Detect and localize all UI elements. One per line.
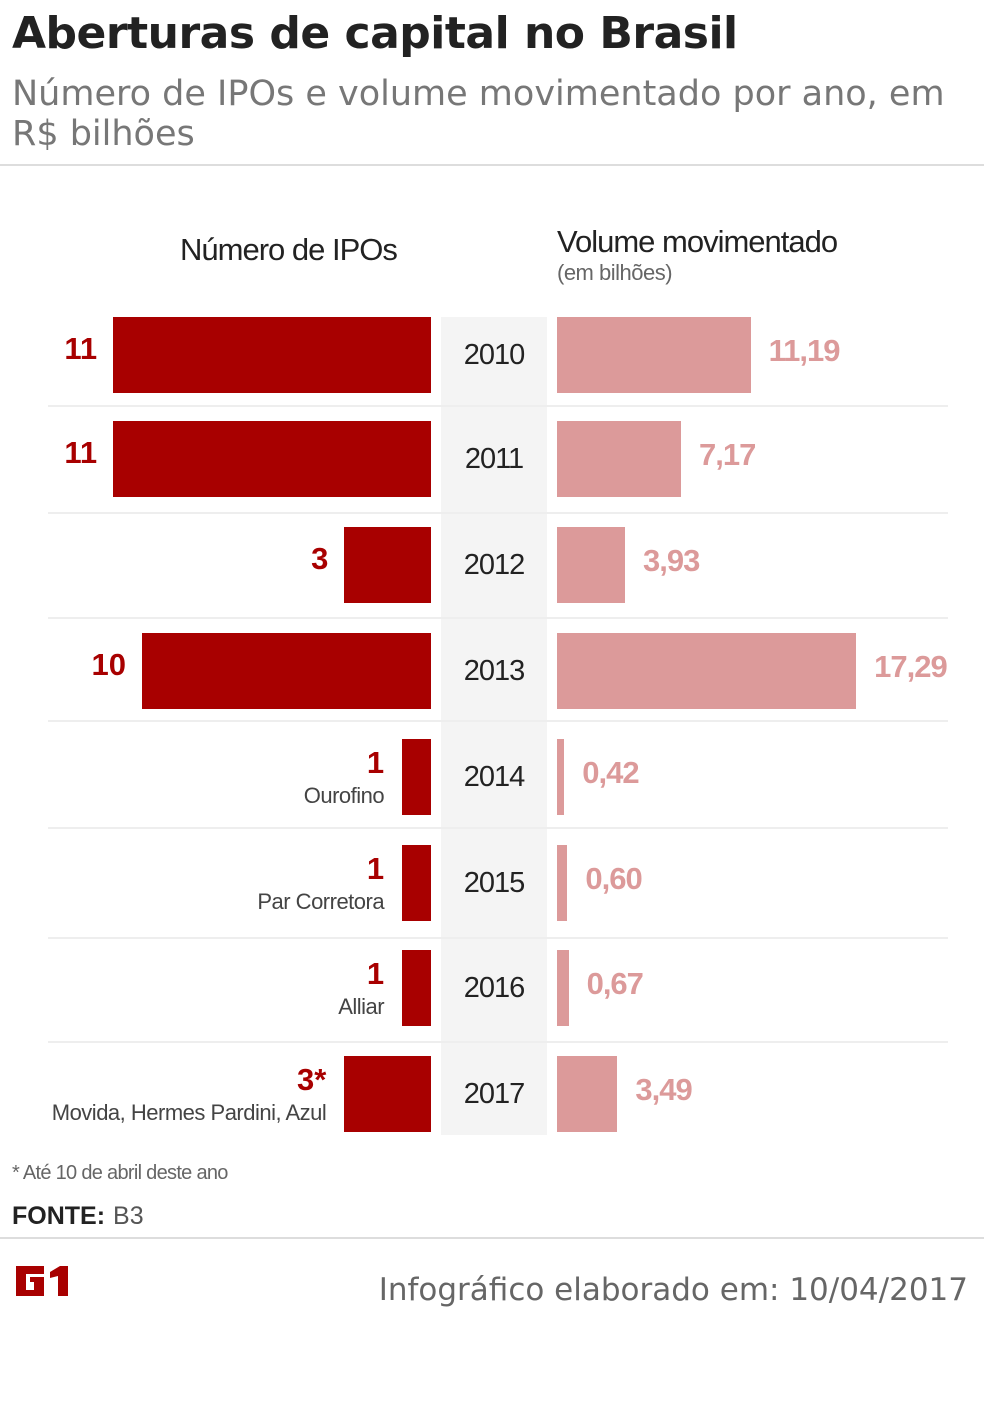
volume-value-label: 0,42: [582, 755, 639, 790]
row-separator: [48, 1041, 948, 1043]
volume-bar: [557, 1056, 618, 1132]
ipo-company-note: Par Corretora: [257, 889, 385, 914]
row-separator: [48, 405, 948, 407]
row-separator: [48, 720, 948, 722]
ipo-value-label: 10: [91, 647, 126, 682]
footnote: * Até 10 de abril deste ano: [12, 1162, 228, 1184]
ipo-company-note: Alliar: [338, 994, 385, 1019]
volume-value-label: 17,29: [874, 649, 948, 684]
ipo-bar: [113, 421, 431, 497]
header-divider: [0, 164, 984, 166]
ipos-header: Número de IPOs: [180, 232, 398, 267]
ipo-bar: [142, 633, 431, 709]
volume-bar: [557, 421, 682, 497]
year-label: 2011: [464, 443, 524, 475]
volume-value-label: 0,67: [586, 966, 644, 1001]
volume-subheader: (em bilhões): [557, 260, 673, 285]
ipo-company-note: Ourofino: [303, 783, 385, 808]
ipo-bar: [344, 527, 431, 603]
ipo-company-note: Movida, Hermes Pardini, Azul: [51, 1100, 327, 1125]
year-label: 2017: [463, 1078, 526, 1110]
volume-value-label: 11,19: [768, 333, 841, 368]
year-column: [441, 317, 547, 1135]
ipo-value-label: 3*: [297, 1062, 327, 1097]
year-label: 2010: [463, 339, 526, 371]
ipo-bar: [402, 739, 431, 815]
row-separator: [48, 827, 948, 829]
row-separator: [48, 937, 948, 939]
volume-bar: [557, 845, 568, 921]
ipo-value-label: 11: [64, 435, 98, 470]
year-label: 2015: [463, 867, 526, 899]
volume-bar: [557, 633, 857, 709]
volume-bar: [557, 950, 569, 1026]
footer-divider: [0, 1237, 984, 1239]
chart-title: Aberturas de capital no Brasil: [12, 8, 738, 59]
volume-value-label: 7,17: [699, 437, 756, 472]
g1-logo: [12, 1262, 72, 1305]
volume-header: Volume movimentado: [557, 224, 838, 259]
volume-value-label: 3,49: [635, 1072, 692, 1107]
volume-value-label: 3,93: [642, 543, 700, 578]
volume-bar: [557, 527, 625, 603]
source-label: FONTE:: [12, 1202, 106, 1230]
source: FONTE: B3: [12, 1202, 144, 1231]
chart-subtitle: Número de IPOs e volume movimentado por …: [12, 74, 945, 154]
ipo-bar: [402, 845, 431, 921]
source-value: B3: [113, 1202, 144, 1230]
ipo-value-label: 1: [366, 745, 385, 780]
row-separator: [48, 512, 948, 514]
volume-bar: [557, 739, 565, 815]
volume-value-label: 0,60: [585, 861, 642, 896]
ipo-bar: [113, 317, 431, 393]
ipo-bar: [402, 950, 431, 1026]
year-label: 2014: [463, 761, 526, 793]
volume-bar: [557, 317, 751, 393]
year-label: 2013: [463, 655, 526, 687]
ipo-value-label: 11: [64, 331, 98, 366]
credit: Infográfico elaborado em: 10/04/2017: [378, 1272, 968, 1308]
year-label: 2016: [463, 972, 526, 1004]
ipo-value-label: 1: [366, 956, 385, 991]
ipo-bar: [344, 1056, 431, 1132]
ipo-value-label: 1: [366, 851, 385, 886]
ipo-value-label: 3: [311, 541, 329, 576]
year-label: 2012: [463, 549, 526, 581]
row-separator: [48, 617, 948, 619]
